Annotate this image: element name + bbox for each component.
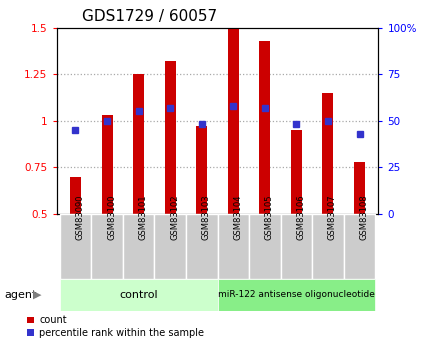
Bar [217,214,249,279]
Bar [164,61,175,214]
Bar [312,214,343,279]
Bar [59,279,217,311]
Text: GSM83090: GSM83090 [76,195,84,240]
Bar [322,93,333,214]
Bar [59,214,91,279]
Bar [91,214,122,279]
Bar [133,74,144,214]
Text: GSM83101: GSM83101 [138,195,147,240]
Text: agent: agent [4,290,36,300]
Text: GSM83100: GSM83100 [107,195,116,240]
Bar [343,214,375,279]
Text: GSM83106: GSM83106 [296,194,305,240]
Bar [70,177,81,214]
Text: GSM83103: GSM83103 [201,194,210,240]
Text: miR-122 antisense oligonucleotide: miR-122 antisense oligonucleotide [217,290,374,299]
Text: GSM83102: GSM83102 [170,195,179,240]
Text: GSM83104: GSM83104 [233,195,242,240]
Bar [217,279,375,311]
Bar [353,162,364,214]
Text: GDS1729 / 60057: GDS1729 / 60057 [82,9,217,24]
Bar [290,130,301,214]
Bar [196,126,207,214]
Text: GSM83107: GSM83107 [327,194,336,240]
Bar [154,214,185,279]
Text: GSM83108: GSM83108 [358,194,368,240]
Bar [227,28,238,214]
Bar [185,214,217,279]
Bar [249,214,280,279]
Text: ▶: ▶ [33,290,41,300]
Bar [280,214,312,279]
Bar [101,115,112,214]
Legend: count, percentile rank within the sample: count, percentile rank within the sample [26,315,204,338]
Bar [259,41,270,214]
Text: GSM83105: GSM83105 [264,195,273,240]
Text: control: control [119,290,158,300]
Bar [122,214,154,279]
